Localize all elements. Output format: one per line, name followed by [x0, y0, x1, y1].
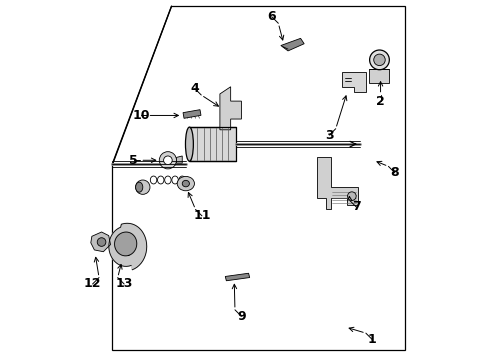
- Text: 2: 2: [376, 95, 385, 108]
- Ellipse shape: [177, 176, 195, 191]
- Polygon shape: [112, 6, 405, 350]
- Text: 5: 5: [129, 154, 138, 167]
- Ellipse shape: [159, 152, 176, 169]
- Ellipse shape: [164, 156, 172, 165]
- Text: 12: 12: [84, 278, 101, 291]
- Text: 7: 7: [352, 201, 361, 213]
- Polygon shape: [176, 156, 182, 163]
- Bar: [183, 110, 201, 118]
- Text: 1: 1: [368, 333, 377, 346]
- Text: 10: 10: [132, 109, 150, 122]
- Text: 3: 3: [325, 129, 334, 142]
- Polygon shape: [317, 157, 358, 209]
- Text: 6: 6: [268, 10, 276, 23]
- Ellipse shape: [186, 127, 194, 161]
- Ellipse shape: [136, 180, 150, 194]
- Text: 8: 8: [391, 166, 399, 179]
- Text: 9: 9: [237, 310, 245, 323]
- Text: 11: 11: [193, 210, 211, 222]
- Polygon shape: [220, 87, 242, 130]
- Polygon shape: [225, 273, 250, 281]
- Circle shape: [347, 192, 356, 201]
- Polygon shape: [91, 232, 111, 252]
- Text: 4: 4: [191, 82, 199, 95]
- Polygon shape: [281, 39, 304, 51]
- Bar: [369, 69, 389, 83]
- Polygon shape: [342, 72, 366, 92]
- Ellipse shape: [136, 182, 143, 192]
- Ellipse shape: [374, 54, 385, 66]
- Ellipse shape: [369, 50, 390, 70]
- Bar: [190, 127, 236, 161]
- Text: 13: 13: [116, 278, 133, 291]
- Polygon shape: [109, 223, 147, 270]
- Circle shape: [97, 238, 106, 246]
- Polygon shape: [115, 232, 137, 256]
- Ellipse shape: [182, 180, 190, 187]
